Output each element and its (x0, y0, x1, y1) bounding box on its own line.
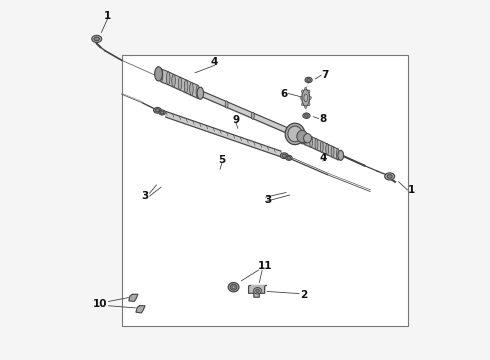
Ellipse shape (282, 154, 287, 157)
Polygon shape (129, 294, 138, 301)
Ellipse shape (230, 284, 237, 290)
Ellipse shape (225, 101, 228, 108)
Ellipse shape (338, 150, 343, 160)
Ellipse shape (300, 132, 306, 144)
Ellipse shape (190, 82, 193, 95)
Ellipse shape (160, 111, 164, 114)
Ellipse shape (308, 103, 310, 106)
Ellipse shape (385, 173, 394, 180)
Ellipse shape (305, 106, 307, 109)
Ellipse shape (178, 77, 182, 90)
Ellipse shape (309, 96, 312, 99)
Ellipse shape (286, 156, 292, 160)
Text: 7: 7 (322, 70, 329, 80)
Ellipse shape (197, 87, 203, 99)
Text: 1: 1 (408, 185, 415, 195)
Ellipse shape (253, 288, 262, 294)
Ellipse shape (280, 153, 288, 158)
Ellipse shape (184, 80, 188, 93)
Text: 4: 4 (320, 153, 327, 163)
Ellipse shape (155, 67, 163, 81)
Ellipse shape (94, 37, 99, 41)
Text: 10: 10 (93, 299, 108, 309)
Text: 5: 5 (218, 156, 225, 165)
Ellipse shape (307, 78, 310, 81)
Ellipse shape (159, 69, 163, 82)
Ellipse shape (310, 136, 313, 148)
Text: 2: 2 (300, 290, 308, 300)
Ellipse shape (287, 157, 291, 159)
Ellipse shape (302, 89, 310, 107)
Ellipse shape (387, 175, 392, 178)
Ellipse shape (167, 72, 170, 85)
Text: 3: 3 (141, 191, 148, 201)
Text: 3: 3 (265, 195, 272, 205)
Ellipse shape (304, 134, 306, 145)
Ellipse shape (155, 109, 160, 112)
Ellipse shape (92, 35, 102, 42)
Text: 6: 6 (281, 89, 288, 99)
Ellipse shape (305, 77, 312, 83)
Ellipse shape (251, 112, 254, 119)
Ellipse shape (308, 90, 310, 93)
Text: 11: 11 (257, 261, 272, 271)
Ellipse shape (303, 113, 310, 118)
Bar (122, 55, 408, 327)
Ellipse shape (304, 134, 312, 143)
Ellipse shape (301, 90, 303, 93)
Ellipse shape (305, 87, 307, 90)
Text: 8: 8 (319, 113, 326, 123)
Ellipse shape (320, 141, 323, 153)
Ellipse shape (153, 108, 161, 113)
Ellipse shape (305, 114, 308, 117)
Ellipse shape (228, 283, 239, 292)
Ellipse shape (331, 146, 334, 157)
Ellipse shape (326, 144, 329, 155)
Ellipse shape (300, 96, 302, 99)
Ellipse shape (232, 286, 235, 288)
Ellipse shape (172, 74, 175, 87)
Ellipse shape (297, 130, 308, 143)
Ellipse shape (285, 123, 305, 145)
Ellipse shape (159, 110, 165, 115)
Text: 9: 9 (233, 115, 240, 125)
Text: 4: 4 (211, 57, 219, 67)
Ellipse shape (256, 289, 259, 292)
Ellipse shape (196, 85, 199, 98)
Polygon shape (136, 306, 145, 313)
Ellipse shape (304, 94, 308, 102)
Polygon shape (248, 285, 267, 297)
Ellipse shape (337, 149, 339, 160)
Polygon shape (166, 111, 281, 157)
Ellipse shape (301, 103, 303, 106)
Ellipse shape (288, 126, 302, 142)
Text: 1: 1 (104, 11, 111, 21)
Ellipse shape (315, 139, 318, 150)
